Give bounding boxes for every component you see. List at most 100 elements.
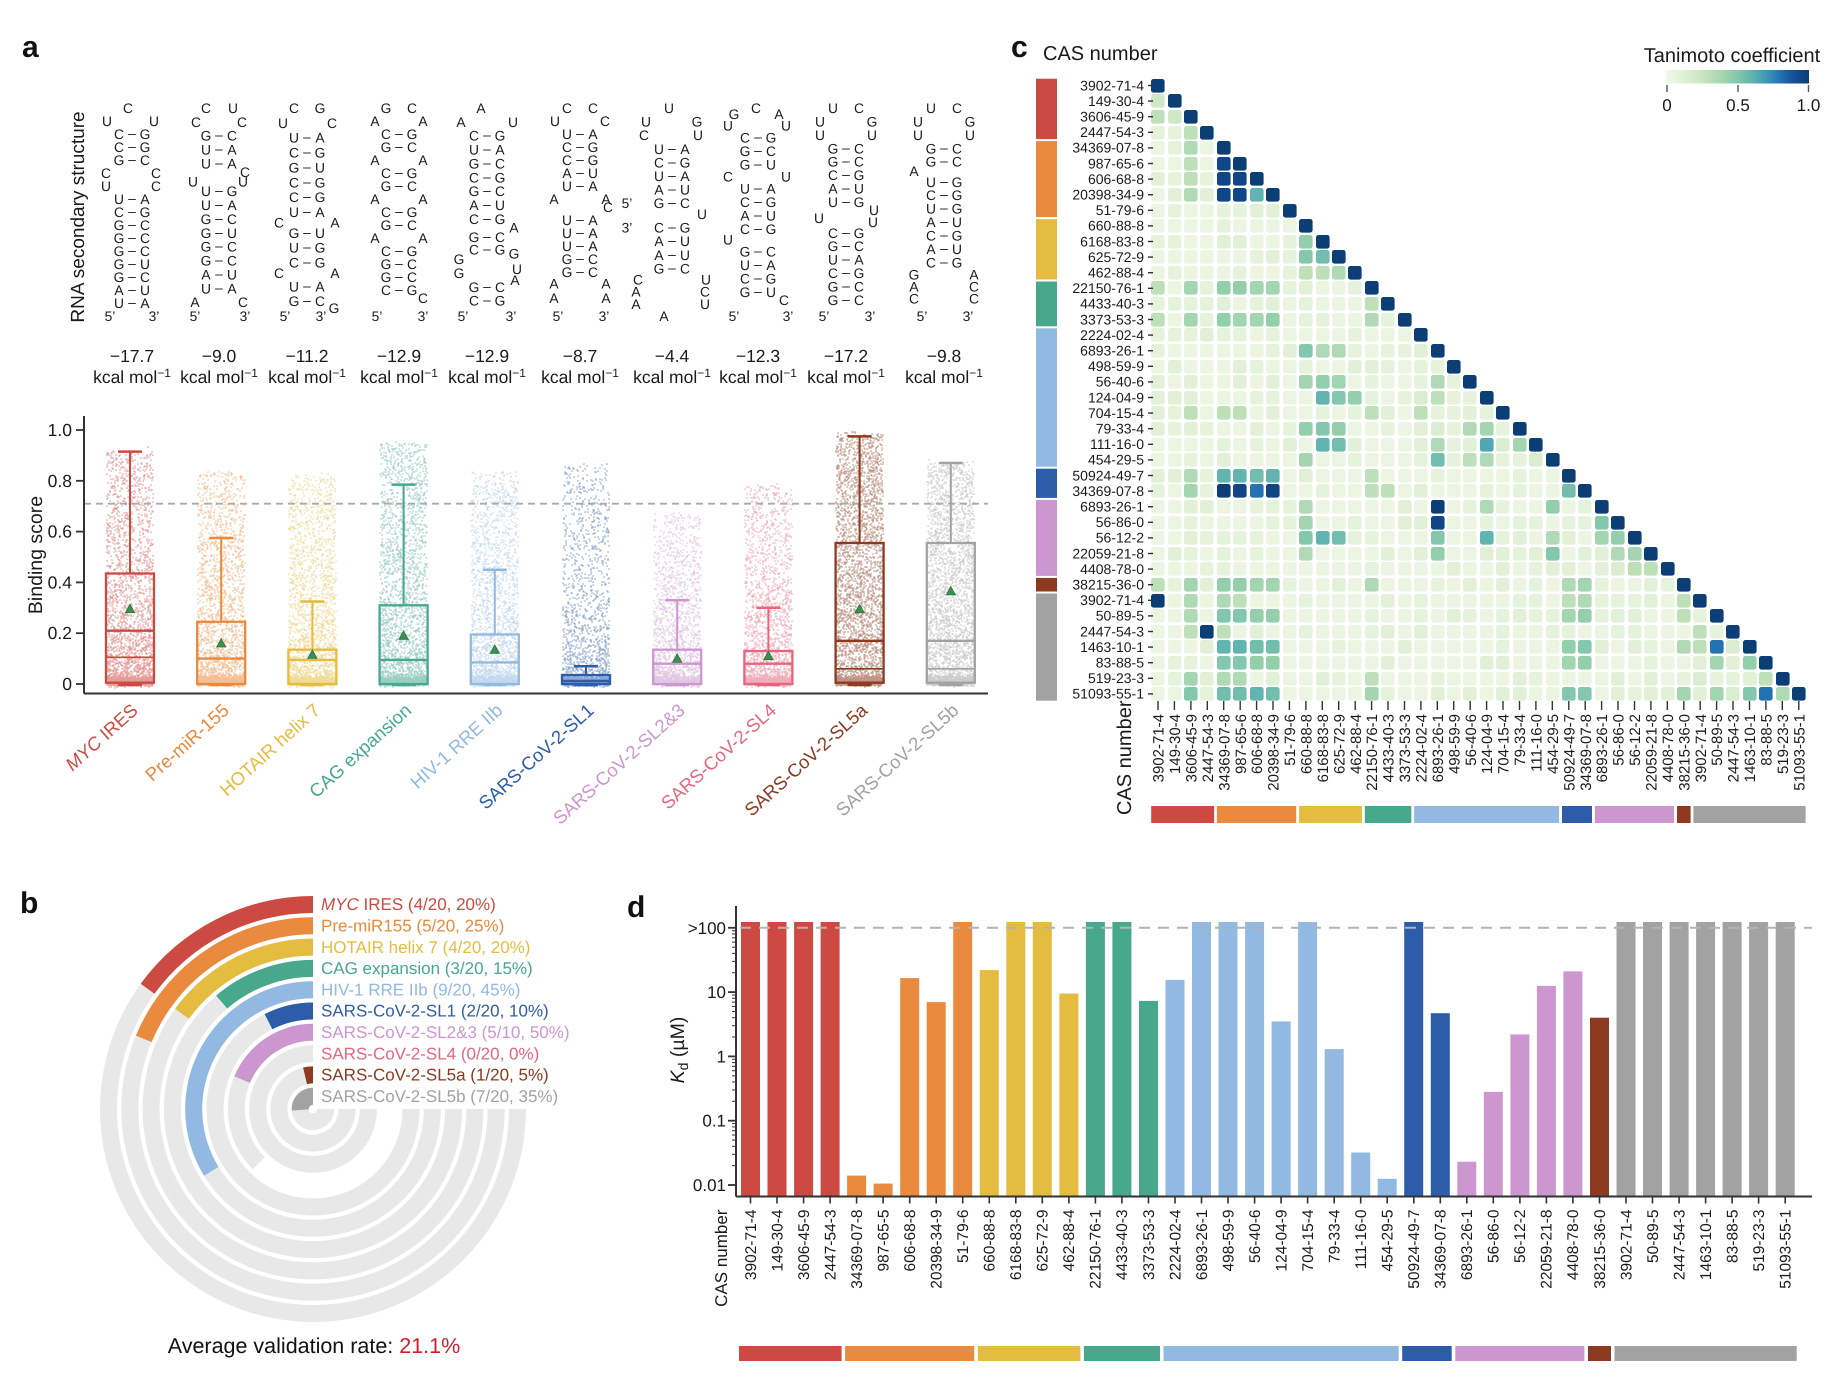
svg-text:4433-40-3: 4433-40-3: [1381, 714, 1398, 782]
svg-text:C: C: [766, 144, 776, 159]
svg-text:C: C: [969, 280, 979, 295]
svg-text:–: –: [483, 211, 491, 226]
svg-text:C: C: [407, 257, 417, 272]
svg-text:G: G: [381, 179, 392, 194]
svg-text:C: C: [600, 114, 610, 129]
svg-text:22150-76-1: 22150-76-1: [1364, 714, 1381, 791]
svg-text:−17.2: −17.2: [824, 346, 868, 366]
svg-text:0.4: 0.4: [48, 572, 73, 592]
svg-text:5’: 5’: [553, 309, 564, 324]
svg-text:U: U: [766, 208, 776, 223]
svg-text:–: –: [303, 278, 311, 293]
svg-text:A: A: [509, 220, 519, 235]
svg-text:–: –: [483, 241, 491, 256]
svg-text:–: –: [303, 225, 311, 240]
svg-text:6168-83-8: 6168-83-8: [1315, 714, 1332, 782]
svg-text:–: –: [395, 139, 403, 154]
svg-text:498-59-9: 498-59-9: [1088, 358, 1144, 374]
svg-text:51093-55-1: 51093-55-1: [1072, 686, 1144, 702]
svg-text:C: C: [495, 184, 505, 199]
svg-text:U: U: [512, 262, 522, 277]
svg-text:U: U: [664, 101, 674, 116]
svg-text:U: U: [278, 116, 288, 131]
svg-text:111-16-0: 111-16-0: [1353, 1209, 1370, 1269]
svg-text:G: G: [828, 141, 839, 156]
svg-text:d: d: [627, 891, 645, 924]
svg-text:A: A: [562, 166, 572, 181]
svg-text:–: –: [128, 126, 136, 141]
svg-text:–: –: [576, 264, 584, 279]
svg-text:U: U: [562, 179, 572, 194]
svg-text:–: –: [483, 229, 491, 244]
svg-text:G: G: [114, 257, 125, 272]
svg-text:C: C: [123, 101, 133, 116]
svg-text:U: U: [814, 211, 824, 226]
svg-text:4408-78-0: 4408-78-0: [1565, 1209, 1582, 1280]
svg-text:A: A: [654, 234, 664, 249]
svg-text:–: –: [128, 204, 136, 219]
svg-text:C: C: [588, 252, 598, 267]
svg-text:606-68-8: 606-68-8: [902, 1210, 919, 1272]
svg-text:U: U: [289, 205, 299, 220]
svg-text:U: U: [201, 198, 211, 213]
svg-text:A: A: [740, 208, 750, 223]
svg-text:C: C: [289, 190, 299, 205]
svg-text:G: G: [909, 267, 920, 282]
svg-text:A: A: [114, 283, 124, 298]
svg-text:C: C: [140, 270, 150, 285]
svg-text:G: G: [926, 155, 937, 170]
svg-text:987-65-5: 987-65-5: [875, 1210, 892, 1272]
svg-text:C: C: [639, 128, 649, 143]
svg-text:A: A: [588, 127, 598, 142]
svg-text:–: –: [576, 238, 584, 253]
svg-text:G: G: [766, 222, 777, 237]
svg-text:–: –: [576, 251, 584, 266]
svg-text:C: C: [588, 265, 598, 280]
svg-text:C: C: [680, 196, 690, 211]
svg-text:498-59-9: 498-59-9: [1446, 714, 1463, 774]
svg-text:A: A: [315, 205, 325, 220]
svg-text:111-16-0: 111-16-0: [1529, 714, 1546, 772]
svg-text:–: –: [842, 238, 850, 253]
svg-text:C: C: [854, 293, 864, 308]
svg-text:987-65-6: 987-65-6: [1088, 155, 1144, 171]
svg-text:A: A: [418, 231, 428, 246]
svg-text:1.0: 1.0: [1797, 96, 1821, 115]
svg-text:–: –: [940, 228, 948, 243]
svg-text:Pre-miR155 (5/20, 25%): Pre-miR155 (5/20, 25%): [321, 917, 504, 936]
svg-text:U: U: [101, 179, 111, 194]
svg-text:2447-54-3: 2447-54-3: [1200, 714, 1217, 782]
svg-text:−9.0: −9.0: [202, 346, 237, 366]
svg-text:–: –: [483, 183, 491, 198]
svg-text:0.2: 0.2: [48, 623, 72, 643]
svg-text:C: C: [289, 146, 299, 161]
svg-text:G: G: [407, 127, 418, 142]
svg-text:3’: 3’: [506, 309, 517, 324]
svg-text:G: G: [854, 168, 865, 183]
svg-text:C: C: [495, 280, 505, 295]
svg-text:38215-36-0: 38215-36-0: [1676, 714, 1693, 791]
svg-text:U: U: [913, 114, 923, 129]
svg-text:–: –: [842, 225, 850, 240]
svg-text:G: G: [381, 257, 392, 272]
svg-text:–: –: [303, 174, 311, 189]
svg-text:–: –: [668, 141, 676, 156]
svg-text:A: A: [418, 192, 428, 207]
svg-text:C: C: [381, 166, 391, 181]
svg-text:Binding score: Binding score: [25, 496, 47, 614]
svg-text:Tanimoto coefficient: Tanimoto coefficient: [1644, 45, 1821, 67]
svg-text:51-79-6: 51-79-6: [1282, 714, 1299, 766]
svg-text:56-40-6: 56-40-6: [1096, 374, 1144, 390]
svg-text:22150-76-1: 22150-76-1: [1072, 280, 1144, 296]
svg-text:C: C: [469, 129, 479, 144]
svg-text:A: A: [549, 277, 559, 292]
svg-text:C: C: [151, 179, 161, 194]
svg-text:C: C: [751, 101, 761, 116]
svg-text:–: –: [483, 197, 491, 212]
svg-text:3902-71-4: 3902-71-4: [1618, 1209, 1635, 1280]
svg-text:U: U: [289, 241, 299, 256]
svg-text:56-40-6: 56-40-6: [1247, 1210, 1264, 1263]
svg-text:U: U: [315, 160, 325, 175]
svg-text:C: C: [227, 129, 237, 144]
svg-text:5’: 5’: [190, 309, 201, 324]
